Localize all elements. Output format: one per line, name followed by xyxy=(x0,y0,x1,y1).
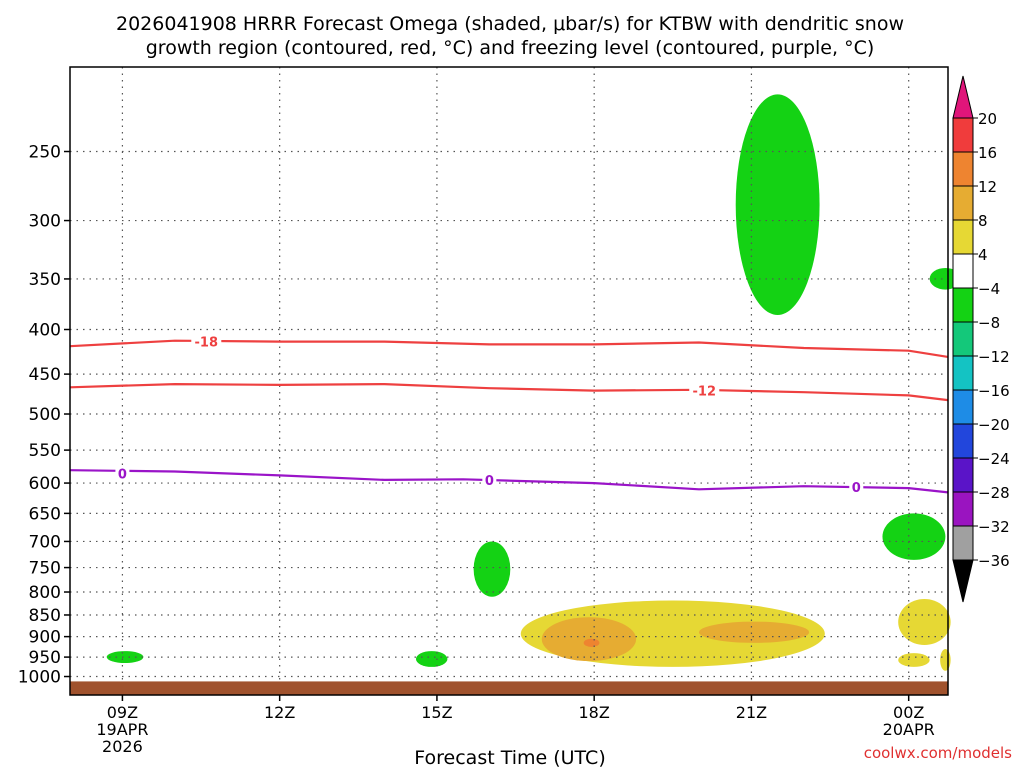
y-tick-label: 250 xyxy=(29,143,61,163)
contour-label: -12 xyxy=(693,385,717,400)
colorbar-swatch xyxy=(952,423,974,459)
contour-label-background xyxy=(849,478,864,495)
x-tick-label: 00Z xyxy=(893,703,924,722)
contour-label-background xyxy=(115,465,130,482)
y-tick-label: 800 xyxy=(29,583,61,603)
contour-label-background xyxy=(482,471,497,488)
y-tick-label: 300 xyxy=(29,212,61,232)
contour-label-background xyxy=(689,382,720,399)
colorbar-bottom-arrow xyxy=(952,559,974,603)
colorbar-swatch xyxy=(952,389,974,425)
colorbar-swatch xyxy=(952,355,974,391)
contour-label-background xyxy=(191,333,222,350)
x-tick-label: 09Z xyxy=(107,703,138,722)
omega-region xyxy=(882,513,946,560)
contour-line xyxy=(69,382,949,402)
plot-area: -18 -12 0 0 0 xyxy=(69,66,962,696)
credit-text: coolwx.com/models xyxy=(864,744,1012,762)
colorbar-tick-label: −4 xyxy=(978,280,1000,298)
y-tick-label: 850 xyxy=(29,606,61,626)
colorbar-swatch xyxy=(952,525,974,561)
x-tick-label: 18Z xyxy=(579,703,610,722)
colorbar-swatch xyxy=(952,491,974,527)
x-tick-date-label: 19APR xyxy=(96,720,148,739)
colorbar-tick-label: −8 xyxy=(978,314,1000,332)
colorbar-tick-label: 20 xyxy=(978,110,997,128)
y-tick-label: 500 xyxy=(29,405,61,425)
y-tick-label: 350 xyxy=(29,270,61,290)
y-tick-label: 600 xyxy=(29,474,61,494)
x-tick-date-label: 20APR xyxy=(883,720,935,739)
colorbar-swatch xyxy=(952,287,974,323)
omega-region xyxy=(106,651,144,664)
terrain-bar xyxy=(70,681,948,695)
y-tick-label: 650 xyxy=(29,504,61,524)
colorbar-swatch xyxy=(952,253,974,289)
y-tick-label: 450 xyxy=(29,365,61,385)
contour-labels: -18 -12 0 0 0 xyxy=(115,333,864,496)
colorbar-swatch xyxy=(952,117,974,153)
grid-lines xyxy=(70,67,948,695)
colorbar-top-arrow xyxy=(952,75,974,119)
y-tick-label: 750 xyxy=(29,559,61,579)
colorbar-swatch xyxy=(952,321,974,357)
colorbar-swatch xyxy=(952,457,974,493)
omega-region xyxy=(699,621,810,643)
colorbar-swatch xyxy=(952,185,974,221)
colorbar-tick-label: 4 xyxy=(978,246,988,264)
colorbar-tick-label: 16 xyxy=(978,144,997,162)
colorbar-tick-label: −12 xyxy=(978,348,1010,366)
colorbar-tick-label: −28 xyxy=(978,484,1010,502)
omega-region xyxy=(415,651,448,667)
y-tick-label: 400 xyxy=(29,321,61,341)
x-tick-label: 15Z xyxy=(421,703,452,722)
omega-region xyxy=(940,649,951,671)
contour-line xyxy=(69,339,949,358)
chart-title-line2: growth region (contoured, red, °C) and f… xyxy=(146,37,875,59)
contour-label: 0 xyxy=(852,481,861,496)
omega-region xyxy=(735,94,820,316)
y-tick-label: 950 xyxy=(29,648,61,668)
plot-background xyxy=(70,67,948,695)
omega-region xyxy=(473,541,511,597)
colorbar: 20 16 12 8 4 −4 −8 −12 −16 −20 −24 −28 −32 −36 xyxy=(952,75,1010,603)
omega-region xyxy=(898,599,951,645)
colorbar-tick-label: 12 xyxy=(978,178,997,196)
omega-region xyxy=(898,653,930,667)
colorbar-tick-label: −32 xyxy=(978,518,1010,536)
colorbar-swatch xyxy=(952,219,974,255)
x-tick-label: 12Z xyxy=(264,703,295,722)
omega-region xyxy=(583,638,600,647)
colorbar-tick-label: −24 xyxy=(978,450,1010,468)
colorbar-tick-label: 8 xyxy=(978,212,988,230)
omega-shading-layer xyxy=(106,94,962,671)
y-axis-pressure: 2503003504004505005506006507007508008509… xyxy=(18,143,70,688)
y-tick-label: 700 xyxy=(29,532,61,552)
colorbar-tick-label: −20 xyxy=(978,416,1010,434)
y-tick-label: 550 xyxy=(29,441,61,461)
x-tick-label: 21Z xyxy=(736,703,767,722)
colorbar-tick-label: −16 xyxy=(978,382,1010,400)
x-axis-title: Forecast Time (UTC) xyxy=(414,747,605,768)
chart-title-line1: 2026041908 HRRR Forecast Omega (shaded, … xyxy=(116,13,904,35)
contour-label: 0 xyxy=(118,467,127,482)
plot-frame xyxy=(69,66,949,696)
y-tick-label: 1000 xyxy=(18,668,61,688)
contour-label: -18 xyxy=(195,336,219,351)
x-tick-year-label: 2026 xyxy=(102,737,143,756)
y-tick-label: 900 xyxy=(29,628,61,648)
colorbar-tick-label: −36 xyxy=(978,552,1010,570)
contour-label: 0 xyxy=(485,474,494,489)
colorbar-swatch xyxy=(952,151,974,187)
